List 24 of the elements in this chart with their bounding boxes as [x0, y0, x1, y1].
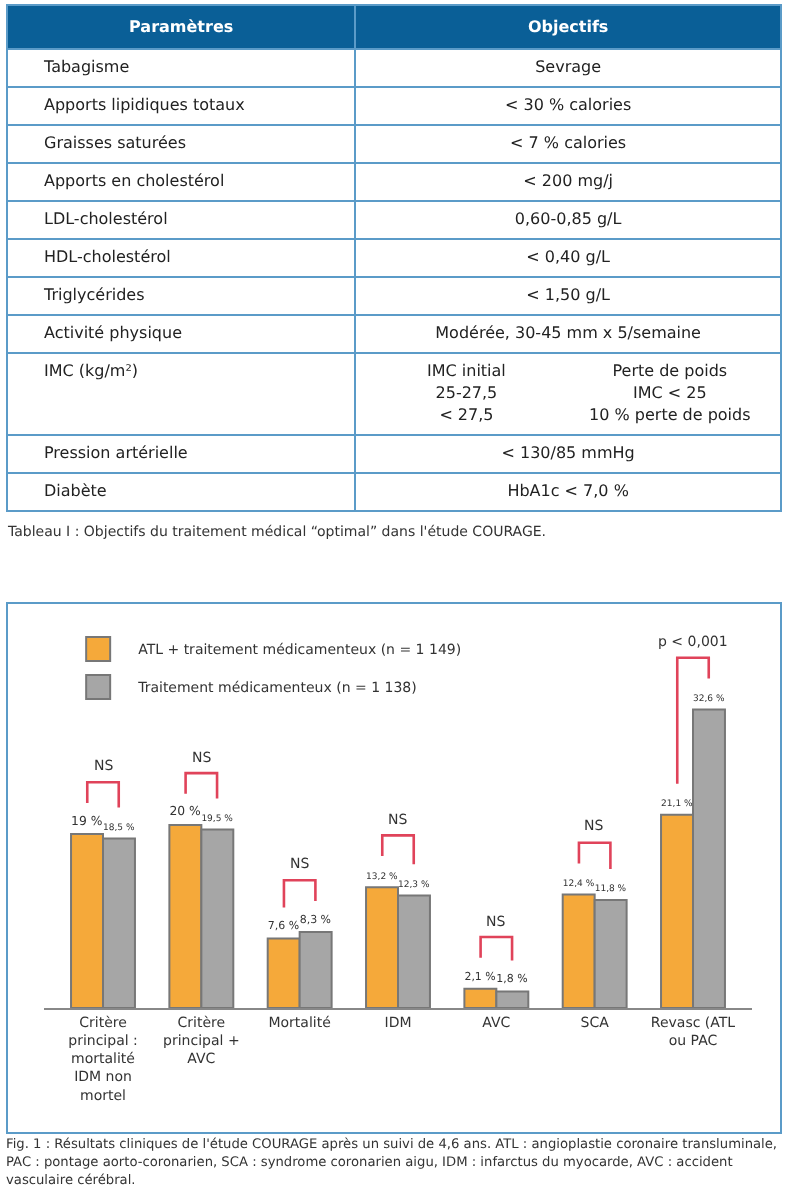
- text: HDL-cholestérol: [7, 239, 356, 277]
- text: < 200 mg/j: [355, 163, 781, 201]
- text: LDL-cholestérol: [7, 201, 356, 239]
- text: HbA1c < 7,0 %: [355, 473, 781, 511]
- text: < 130/85 mmHg: [355, 435, 781, 473]
- text: Modérée, 30-45 mm x 5/semaine: [355, 315, 781, 353]
- text: Sevrage: [355, 49, 781, 87]
- text: Triglycérides: [7, 277, 356, 315]
- text: 0,60-0,85 g/L: [355, 201, 781, 239]
- text: Paramètres: [7, 5, 356, 49]
- text: < 0,40 g/L: [355, 239, 781, 277]
- text: < 1,50 g/L: [355, 277, 781, 315]
- text: Apports en cholestérol: [7, 163, 356, 201]
- text: Diabète: [7, 473, 356, 511]
- text: < 7 % calories: [355, 125, 781, 163]
- text: IMC initial 25-27,5 < 27,5 Perte de poids IMC < 25 10 % perte de poids: [427, 362, 751, 424]
- text: Apports lipidiques totaux: [7, 87, 356, 125]
- text: Pression artérielle: [7, 435, 356, 473]
- text: < 30 % calories: [355, 87, 781, 125]
- text: Tabagisme: [7, 49, 356, 87]
- text: Graisses saturées: [7, 125, 356, 163]
- text: Objectifs: [355, 5, 781, 49]
- text: Activité physique: [7, 315, 356, 353]
- text: IMC (kg/m²): [7, 353, 356, 435]
